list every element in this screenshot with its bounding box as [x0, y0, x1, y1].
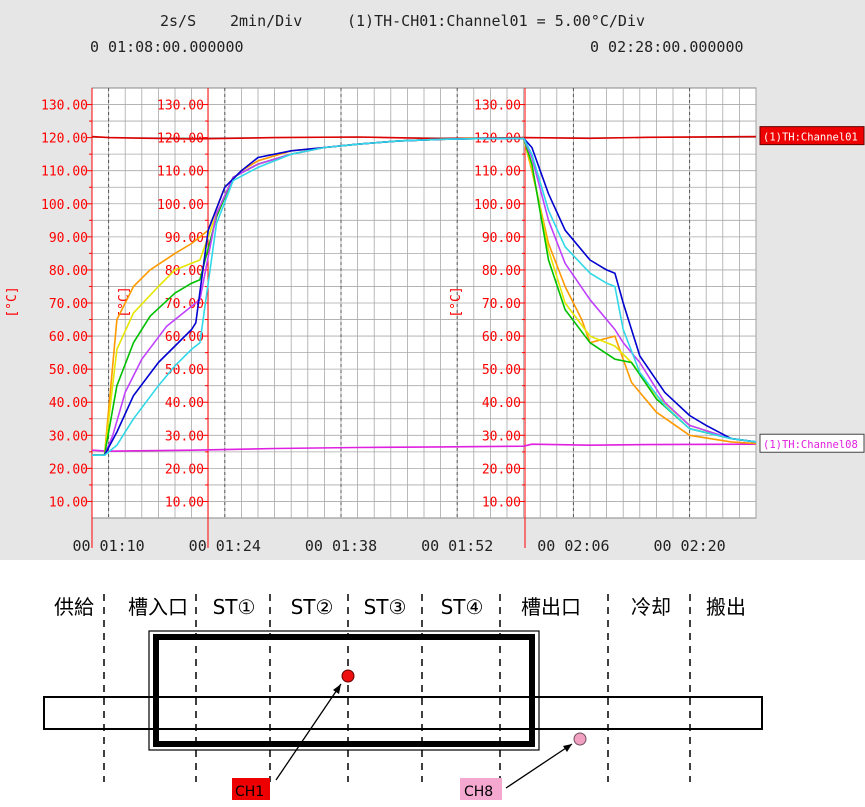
start-time: 0 01:08:00.000000 — [90, 38, 244, 56]
y-tick-label: 60.00 — [49, 330, 88, 345]
stage-label-2: 槽入口 — [128, 595, 188, 619]
x-tick-label: 00 01:10 — [72, 537, 144, 555]
ch1-pointer — [275, 683, 342, 781]
series-lines — [91, 135, 757, 457]
sampling-rate: 2s/S — [160, 12, 197, 30]
legend-ch1-box — [759, 126, 865, 146]
y-tick-label: 50.00 — [482, 363, 521, 378]
legend-ch8-label: (1)TH:Channel08 — [763, 439, 858, 451]
y-tick-label: 20.00 — [482, 462, 521, 477]
y-tick-label: 20.00 — [49, 462, 88, 477]
ch1-tag-bg — [232, 778, 270, 800]
y-tick-label: 30.00 — [49, 429, 88, 444]
y-tick-label: 110.00 — [41, 165, 88, 180]
ch8-arrowhead — [563, 744, 572, 752]
series-line-8 — [92, 137, 757, 457]
series-line-1 — [91, 135, 757, 140]
temperature-chart: 130.00 120.00 110.00 100.00 90.00 80.00 70.00 6… — [5, 87, 865, 555]
x-tick-label: 00 01:52 — [421, 537, 493, 555]
y-tick-label: 70.00 — [49, 297, 88, 312]
y-tick-label: 50.00 — [49, 363, 88, 378]
y-tick-label: 130.00 — [474, 99, 521, 114]
y-tick-label: 10.00 — [482, 495, 521, 510]
ch1-sensor-dot — [341, 669, 355, 683]
y-tick-label: 40.00 — [165, 396, 204, 411]
y-tick-label: 10.00 — [49, 495, 88, 510]
ch8-sensor-dot — [573, 732, 587, 746]
stage-dividers — [103, 594, 691, 782]
y-tick-label: 30.00 — [482, 429, 521, 444]
stage-label-7: 槽出口 — [521, 595, 581, 619]
x-tick-label: 00 01:38 — [305, 537, 377, 555]
y-tick-label: 20.00 — [165, 462, 204, 477]
conveyor-workpiece — [43, 696, 763, 730]
series-line-2 — [91, 443, 757, 453]
stage-label-4: ST② — [291, 595, 334, 619]
y-axis-label: [°C] — [117, 286, 132, 317]
y-tick-label: 120.00 — [41, 132, 88, 147]
y-tick-label: 130.00 — [41, 99, 88, 114]
stage-label-6: ST④ — [441, 595, 484, 619]
tank-outer-frame — [148, 630, 540, 751]
y-axis-label: [°C] — [5, 286, 20, 317]
legend-ch8-box — [759, 433, 865, 453]
time-per-div: 2min/Div — [230, 12, 303, 30]
legend-ch1-label: (1)TH:Channel01 — [763, 132, 858, 144]
ch8-tag: CH8 — [464, 784, 493, 800]
ch8-pointer — [505, 743, 573, 789]
stage-label-5: ST③ — [364, 595, 407, 619]
y-tick-label: 80.00 — [165, 264, 204, 279]
y-tick-label: 110.00 — [474, 165, 521, 180]
y-tick-label: 30.00 — [165, 429, 204, 444]
end-time: 0 02:28:00.000000 — [590, 38, 744, 56]
stage-label-8: 冷却 — [631, 595, 671, 619]
y-tick-label: 80.00 — [482, 264, 521, 279]
y-tick-label: 80.00 — [49, 264, 88, 279]
x-tick-label: 00 02:06 — [537, 537, 609, 555]
y-tick-label: 10.00 — [165, 495, 204, 510]
ch8-tag-bg — [460, 778, 502, 800]
y-tick-label: 130.00 — [157, 99, 204, 114]
y-tick-label: 110.00 — [157, 165, 204, 180]
y-tick-label: 40.00 — [482, 396, 521, 411]
y-tick-label: 100.00 — [41, 198, 88, 213]
stage-label-9: 搬出 — [706, 595, 746, 619]
y-tick-label: 90.00 — [49, 231, 88, 246]
ch1-tag: CH1 — [235, 784, 264, 800]
y-tick-label: 100.00 — [474, 198, 521, 213]
x-tick-label: 00 02:20 — [653, 537, 725, 555]
y-tick-label: 40.00 — [49, 396, 88, 411]
y-axis-label: [°C] — [449, 286, 464, 317]
ch1-arrowhead — [333, 684, 341, 694]
y-tick-label: 60.00 — [482, 330, 521, 345]
x-tick-label: 00 01:24 — [189, 537, 261, 555]
y-tick-label: 90.00 — [482, 231, 521, 246]
stage-labels: 供給 槽入口 ST① ST② ST③ ST④ 槽出口 冷却 搬出 — [54, 595, 746, 619]
tank-body — [153, 634, 535, 747]
y-tick-label: 100.00 — [157, 198, 204, 213]
channel-scale: (1)TH-CH01:Channel01 = 5.00°C/Div — [347, 12, 646, 30]
y-tick-label: 70.00 — [165, 297, 204, 312]
legend: (1)TH:Channel01 (1)TH:Channel08 — [759, 126, 865, 453]
stage-label-1: 供給 — [54, 595, 94, 619]
stage-label-3: ST① — [213, 595, 256, 619]
y-tick-label: 70.00 — [482, 297, 521, 312]
